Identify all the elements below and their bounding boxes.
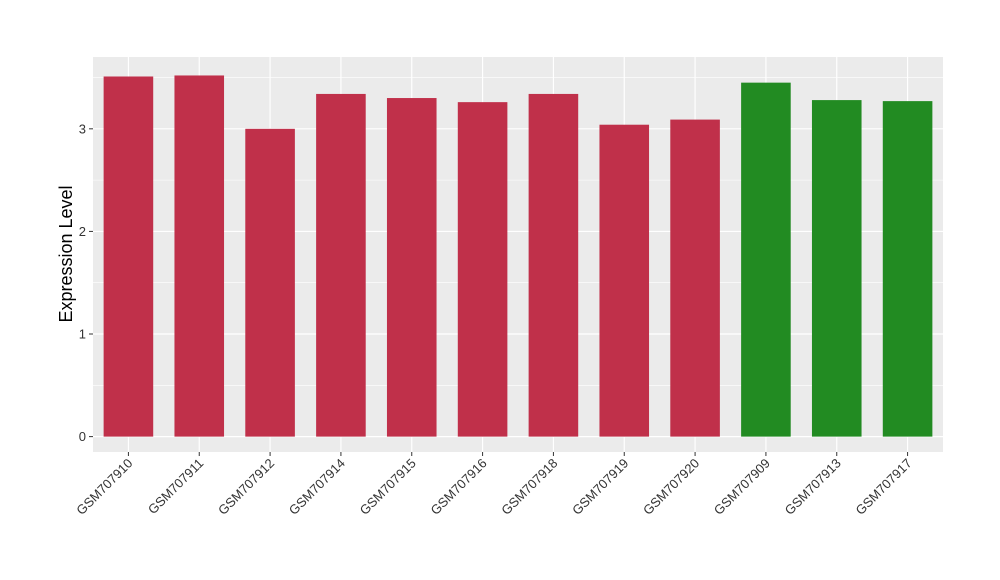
y-tick-label: 3: [79, 121, 86, 136]
bar-GSM707917: [882, 101, 933, 437]
x-tick-label: GSM707913: [782, 456, 844, 518]
bar-GSM707918: [528, 93, 579, 437]
plot-panel: [93, 57, 943, 452]
y-axis-title: Expression Level: [56, 185, 76, 322]
bar-GSM707909: [741, 82, 791, 437]
bar-GSM707920: [670, 119, 720, 437]
bar-GSM707919: [599, 124, 650, 437]
y-axis: 0 1 2 3: [79, 121, 93, 444]
bar-GSM707911: [174, 75, 225, 437]
x-tick-label: GSM707911: [145, 456, 207, 518]
x-axis: GSM707910 GSM707911 GSM707912 GSM707914 GSM7…: [73, 452, 915, 518]
bars: [103, 75, 933, 437]
bar-GSM707914: [316, 93, 366, 437]
bar-GSM707910: [103, 76, 154, 437]
x-tick-label: GSM707914: [286, 456, 348, 518]
x-tick-label: GSM707916: [427, 456, 489, 518]
bar-GSM707913: [811, 100, 862, 437]
x-tick-label: GSM707912: [215, 456, 277, 518]
x-tick-label: GSM707915: [357, 456, 419, 518]
bar-GSM707915: [386, 98, 437, 437]
x-tick-label: GSM707920: [640, 456, 702, 518]
y-tick-label: 1: [79, 327, 86, 342]
bar-GSM707916: [457, 102, 508, 437]
x-tick-label: GSM707917: [852, 456, 914, 518]
y-tick-label: 2: [79, 224, 86, 239]
bar-GSM707912: [245, 128, 295, 437]
x-tick-label: GSM707910: [73, 456, 135, 518]
x-tick-label: GSM707919: [569, 456, 631, 518]
x-tick-label: GSM707918: [498, 456, 560, 518]
y-tick-label: 0: [79, 429, 86, 444]
x-tick-label: GSM707909: [711, 456, 773, 518]
